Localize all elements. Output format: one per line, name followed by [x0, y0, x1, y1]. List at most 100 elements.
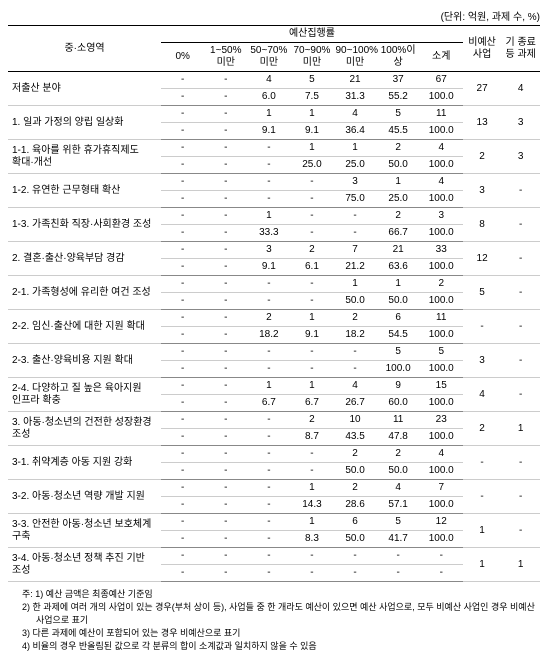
cell-pct: 100.0	[420, 497, 463, 514]
cell-pct: 57.1	[377, 497, 420, 514]
cell-pct: -	[204, 531, 247, 548]
cell-pct: -	[247, 157, 290, 174]
cell-pct: -	[161, 565, 204, 582]
cell-count: -	[161, 174, 204, 191]
row-label: 3-4. 아동·청소년 정책 추진 기반 조성	[8, 548, 161, 582]
cell-ended: -	[501, 310, 540, 344]
cell-count: -	[247, 276, 290, 293]
cell-pct: -	[247, 565, 290, 582]
cell-pct: 54.5	[377, 327, 420, 344]
cell-pct: -	[204, 123, 247, 140]
row-label: 2-1. 가족형성에 유리한 여건 조성	[8, 276, 161, 310]
cell-ended: -	[501, 242, 540, 276]
cell-pct: 33.3	[247, 225, 290, 242]
cell-pct: 50.0	[334, 463, 377, 480]
cell-count: -	[247, 140, 290, 157]
cell-count: 2	[377, 208, 420, 225]
cell-pct: 55.2	[377, 89, 420, 106]
cell-pct: -	[204, 463, 247, 480]
cell-pct: 100.0	[420, 123, 463, 140]
cell-pct: -	[247, 531, 290, 548]
cell-ended: -	[501, 208, 540, 242]
cell-count: -	[161, 242, 204, 259]
cell-count: -	[161, 208, 204, 225]
cell-count: 1	[247, 106, 290, 123]
cell-pct: -	[247, 497, 290, 514]
footnotes: 주: 1) 예산 금액은 최종예산 기준임 2) 한 과제에 여러 개의 사업이…	[8, 588, 540, 653]
cell-pct: -	[204, 191, 247, 208]
cell-count: -	[420, 548, 463, 565]
row-label: 3-1. 취약계층 아동 지원 강화	[8, 446, 161, 480]
cell-pct: 100.0	[420, 259, 463, 276]
cell-ended: -	[501, 174, 540, 208]
cell-count: 5	[420, 344, 463, 361]
col-3: 70~90%미만	[290, 43, 333, 72]
col-2: 50~70%미만	[247, 43, 290, 72]
cell-pct: 9.1	[247, 123, 290, 140]
row-label: 1-1. 육아를 위한 휴가휴직제도 확대·개선	[8, 140, 161, 174]
cell-nonbudget: -	[463, 310, 502, 344]
cell-count: -	[334, 344, 377, 361]
cell-count: 3	[334, 174, 377, 191]
cell-count: 2	[290, 242, 333, 259]
cell-pct: -	[161, 395, 204, 412]
row-label: 3-3. 안전한 아동·청소년 보호체계 구축	[8, 514, 161, 548]
cell-pct: -	[161, 157, 204, 174]
cell-pct: 100.0	[420, 463, 463, 480]
cell-pct: -	[161, 361, 204, 378]
cell-pct: 100.0	[420, 395, 463, 412]
cell-count: -	[290, 344, 333, 361]
cell-pct: 25.0	[377, 191, 420, 208]
cell-pct: -	[161, 259, 204, 276]
cell-pct: 100.0	[377, 361, 420, 378]
cell-pct: 66.7	[377, 225, 420, 242]
cell-count: 6	[377, 310, 420, 327]
row-label: 3-2. 아동·청소년 역량 개발 지원	[8, 480, 161, 514]
cell-count: 11	[420, 106, 463, 123]
cell-count: 1	[290, 310, 333, 327]
cell-pct: 8.3	[290, 531, 333, 548]
cell-pct: -	[204, 225, 247, 242]
cell-ended: -	[501, 344, 540, 378]
col-nonbudget: 비예산사업	[463, 26, 502, 72]
cell-pct: 25.0	[334, 157, 377, 174]
cell-count: 5	[377, 514, 420, 531]
row-label: 1. 일과 가정의 양립 일상화	[8, 106, 161, 140]
cell-count: -	[204, 310, 247, 327]
cell-pct: -	[334, 361, 377, 378]
cell-pct: -	[161, 531, 204, 548]
cell-pct: 43.5	[334, 429, 377, 446]
cell-ended: 4	[501, 72, 540, 106]
cell-pct: -	[161, 429, 204, 446]
cell-count: 4	[377, 480, 420, 497]
cell-count: -	[204, 242, 247, 259]
cell-count: 1	[290, 514, 333, 531]
cell-nonbudget: 8	[463, 208, 502, 242]
cell-count: 4	[334, 106, 377, 123]
cell-count: 1	[247, 378, 290, 395]
cell-pct: 47.8	[377, 429, 420, 446]
cell-count: 37	[377, 72, 420, 89]
cell-count: 21	[334, 72, 377, 89]
cell-pct: -	[161, 191, 204, 208]
cell-count: -	[204, 208, 247, 225]
cell-count: 1	[290, 378, 333, 395]
cell-count: -	[204, 344, 247, 361]
cell-pct: 50.0	[377, 157, 420, 174]
cell-pct: 6.0	[247, 89, 290, 106]
cell-pct: 63.6	[377, 259, 420, 276]
col-0: 0%	[161, 43, 204, 72]
col-1: 1~50%미만	[204, 43, 247, 72]
cell-count: -	[377, 548, 420, 565]
cell-ended: 1	[501, 412, 540, 446]
cell-pct: -	[204, 429, 247, 446]
cell-count: 1	[334, 140, 377, 157]
cell-pct: 31.3	[334, 89, 377, 106]
cell-nonbudget: 4	[463, 378, 502, 412]
cell-count: -	[334, 208, 377, 225]
cell-pct: -	[161, 123, 204, 140]
cell-pct: 7.5	[290, 89, 333, 106]
cell-pct: 100.0	[420, 361, 463, 378]
cell-count: -	[247, 412, 290, 429]
cell-count: -	[247, 446, 290, 463]
